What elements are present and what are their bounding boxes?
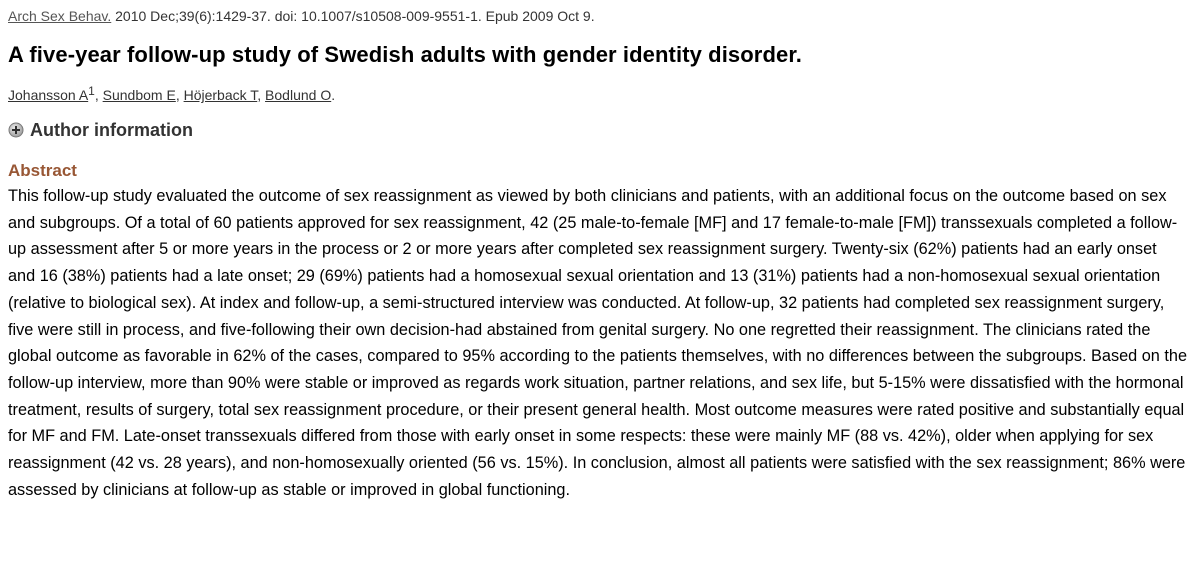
author-list: Johansson A1, Sundbom E, Höjerback T, Bo… <box>8 84 336 103</box>
author-information-label[interactable]: Author information <box>30 120 193 140</box>
author-link[interactable]: Johansson A <box>8 87 89 103</box>
author-link[interactable]: Sundbom E <box>102 87 176 103</box>
author-link[interactable]: Bodlund O <box>265 87 332 103</box>
author-link[interactable]: Höjerback T <box>183 87 258 103</box>
article-title: A five-year follow-up study of Swedish a… <box>8 42 802 67</box>
citation-details: 2010 Dec;39(6):1429-37. doi: 10.1007/s10… <box>115 8 595 24</box>
affiliation-marker[interactable]: 1 <box>88 84 95 98</box>
journal-link[interactable]: Arch Sex Behav. <box>8 8 112 24</box>
citation-line: Arch Sex Behav. 2010 Dec;39(6):1429-37. … <box>8 6 595 26</box>
author-information-toggle[interactable]: Author information <box>8 118 193 142</box>
abstract-heading: Abstract <box>8 161 77 180</box>
plus-circle-icon[interactable] <box>8 122 24 138</box>
abstract-text: This follow-up study evaluated the outco… <box>8 187 1188 499</box>
